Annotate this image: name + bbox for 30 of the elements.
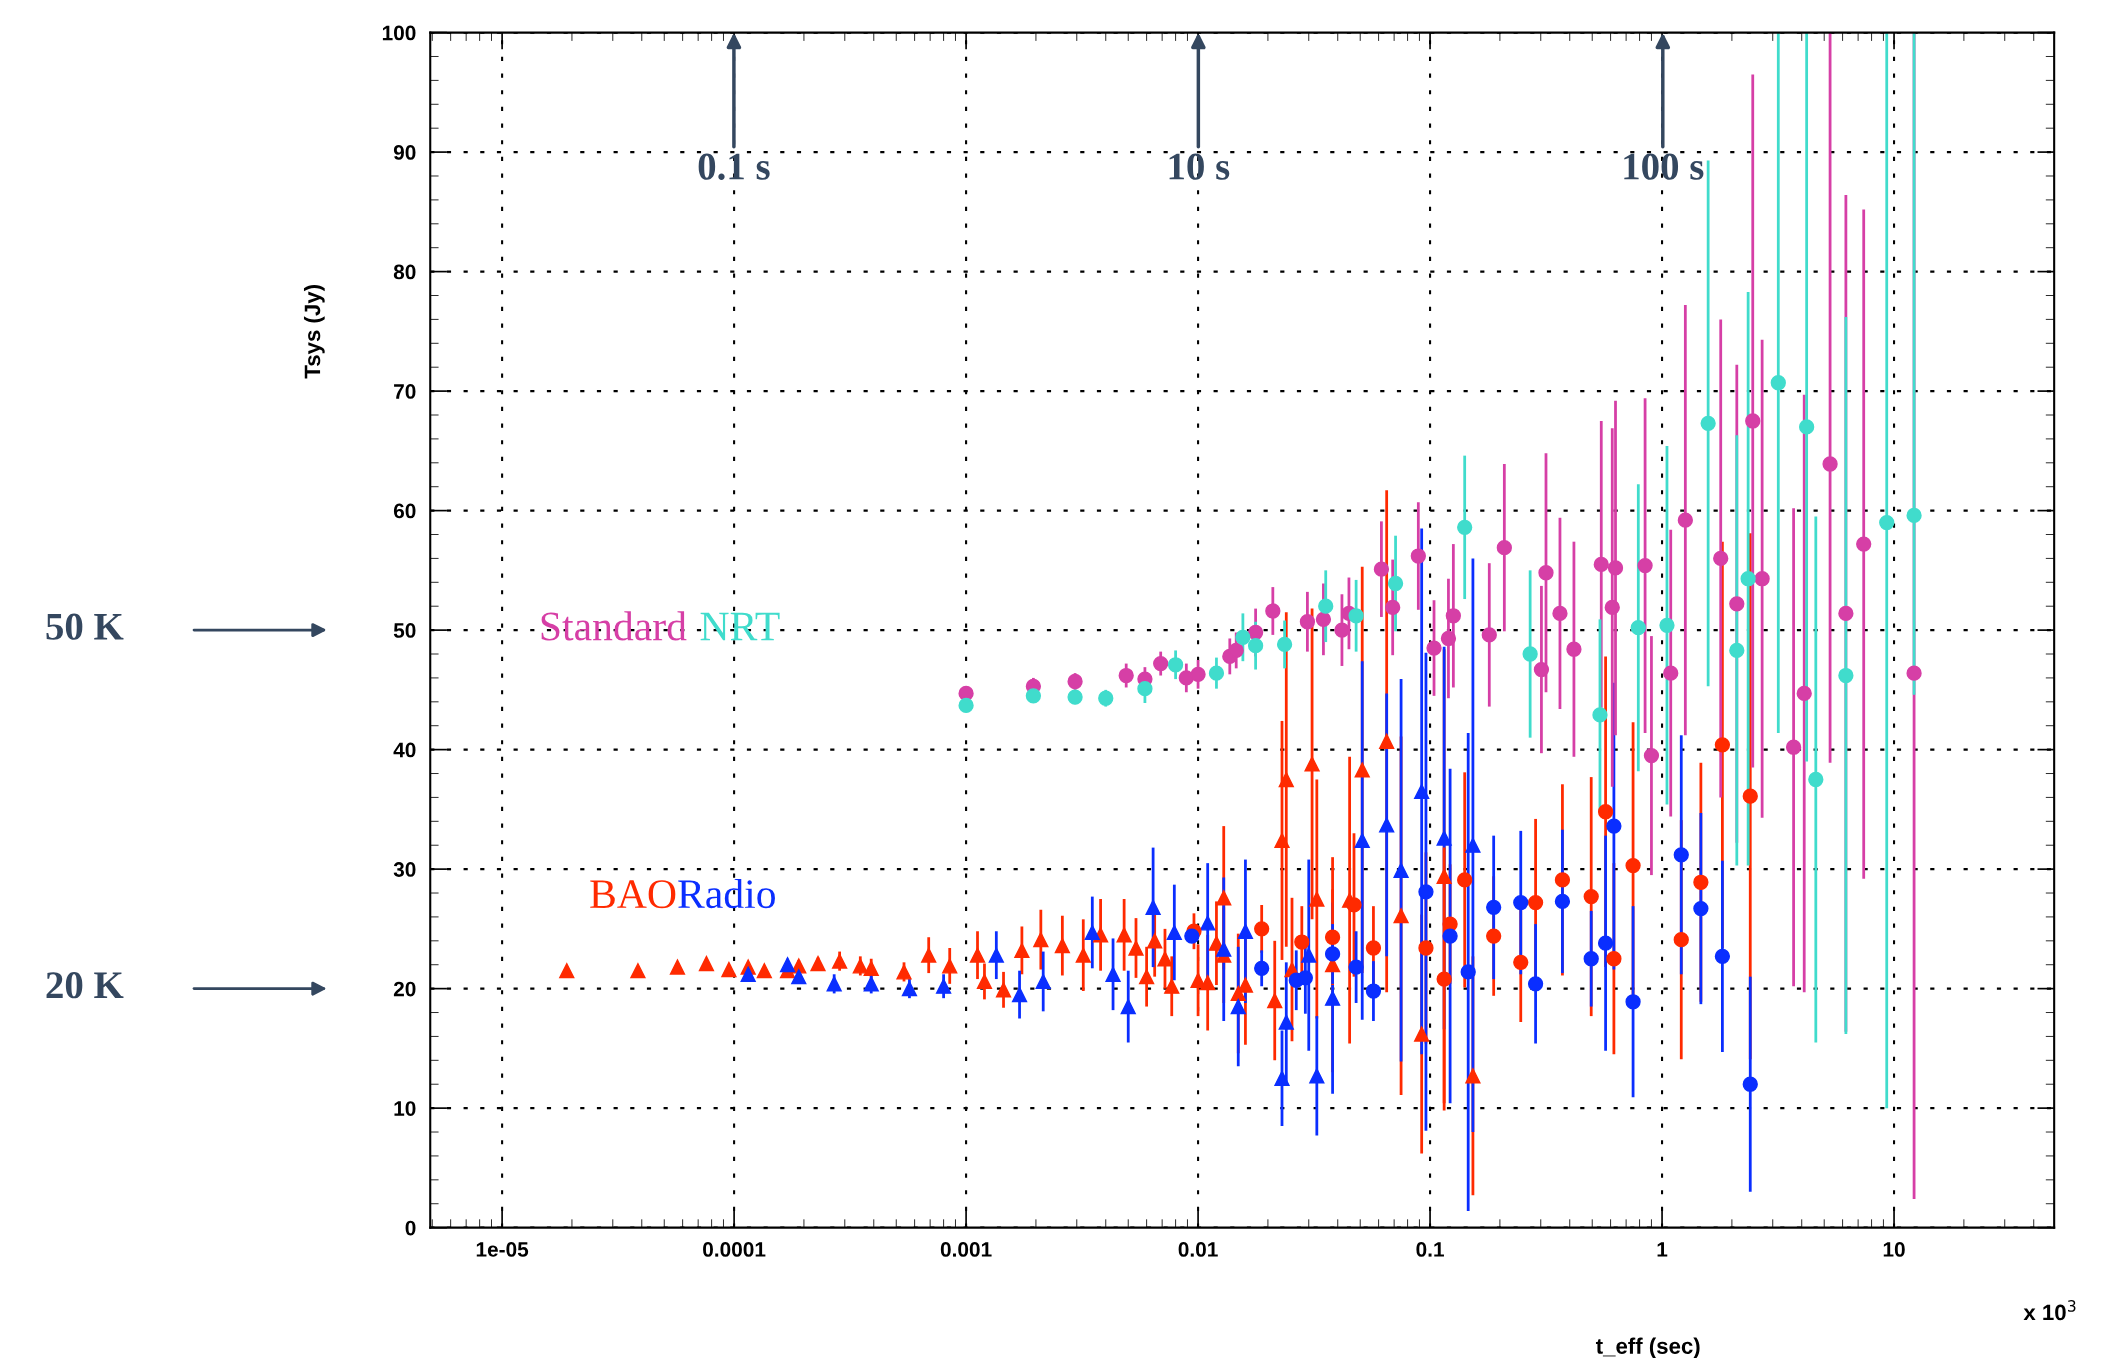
x-tick-label: 1 (1657, 1242, 1668, 1257)
y-tick-label: 80 (393, 264, 416, 280)
x-tick-label: 0.01 (1178, 1242, 1218, 1257)
x-axis-title: t_eff (sec) (1595, 1337, 1700, 1358)
y-tick-label: 90 (393, 145, 416, 160)
text: NRT (700, 612, 780, 641)
x-tick-label: 10 (1883, 1242, 1905, 1257)
text: 50 K (46, 613, 124, 640)
annotation: 10 s (1169, 153, 1230, 180)
y-tick-label: 0 (405, 1220, 416, 1236)
series-label: Radio (678, 878, 775, 909)
y-tick-label: 10 (394, 1101, 416, 1116)
x-tick-label: 0.0001 (703, 1242, 766, 1257)
annotation: 0.1 s (698, 153, 770, 180)
series-label: BAO (590, 880, 676, 909)
y-axis-title: Tsys (Jy) (303, 285, 325, 379)
x-tick-label: 0.001 (940, 1242, 992, 1257)
y-tick-label: 50 (393, 623, 416, 638)
y-tick-label: 20 (393, 981, 416, 997)
annotation: 100 s (1624, 153, 1704, 180)
y-tick-label: 60 (393, 503, 416, 519)
y-tick-label: 100 (382, 25, 416, 41)
x-tick-label: 0.1 (1416, 1242, 1444, 1257)
y-tick-label: 40 (393, 742, 416, 758)
y-tick-label: 70 (394, 384, 416, 399)
text: Standard (541, 611, 687, 641)
x-tick-label: 1e-05 (476, 1242, 529, 1257)
text: x 10$^{3}$ (2023, 1300, 2076, 1321)
y-tick-label: 30 (393, 862, 416, 877)
text: 20 K (46, 972, 124, 999)
